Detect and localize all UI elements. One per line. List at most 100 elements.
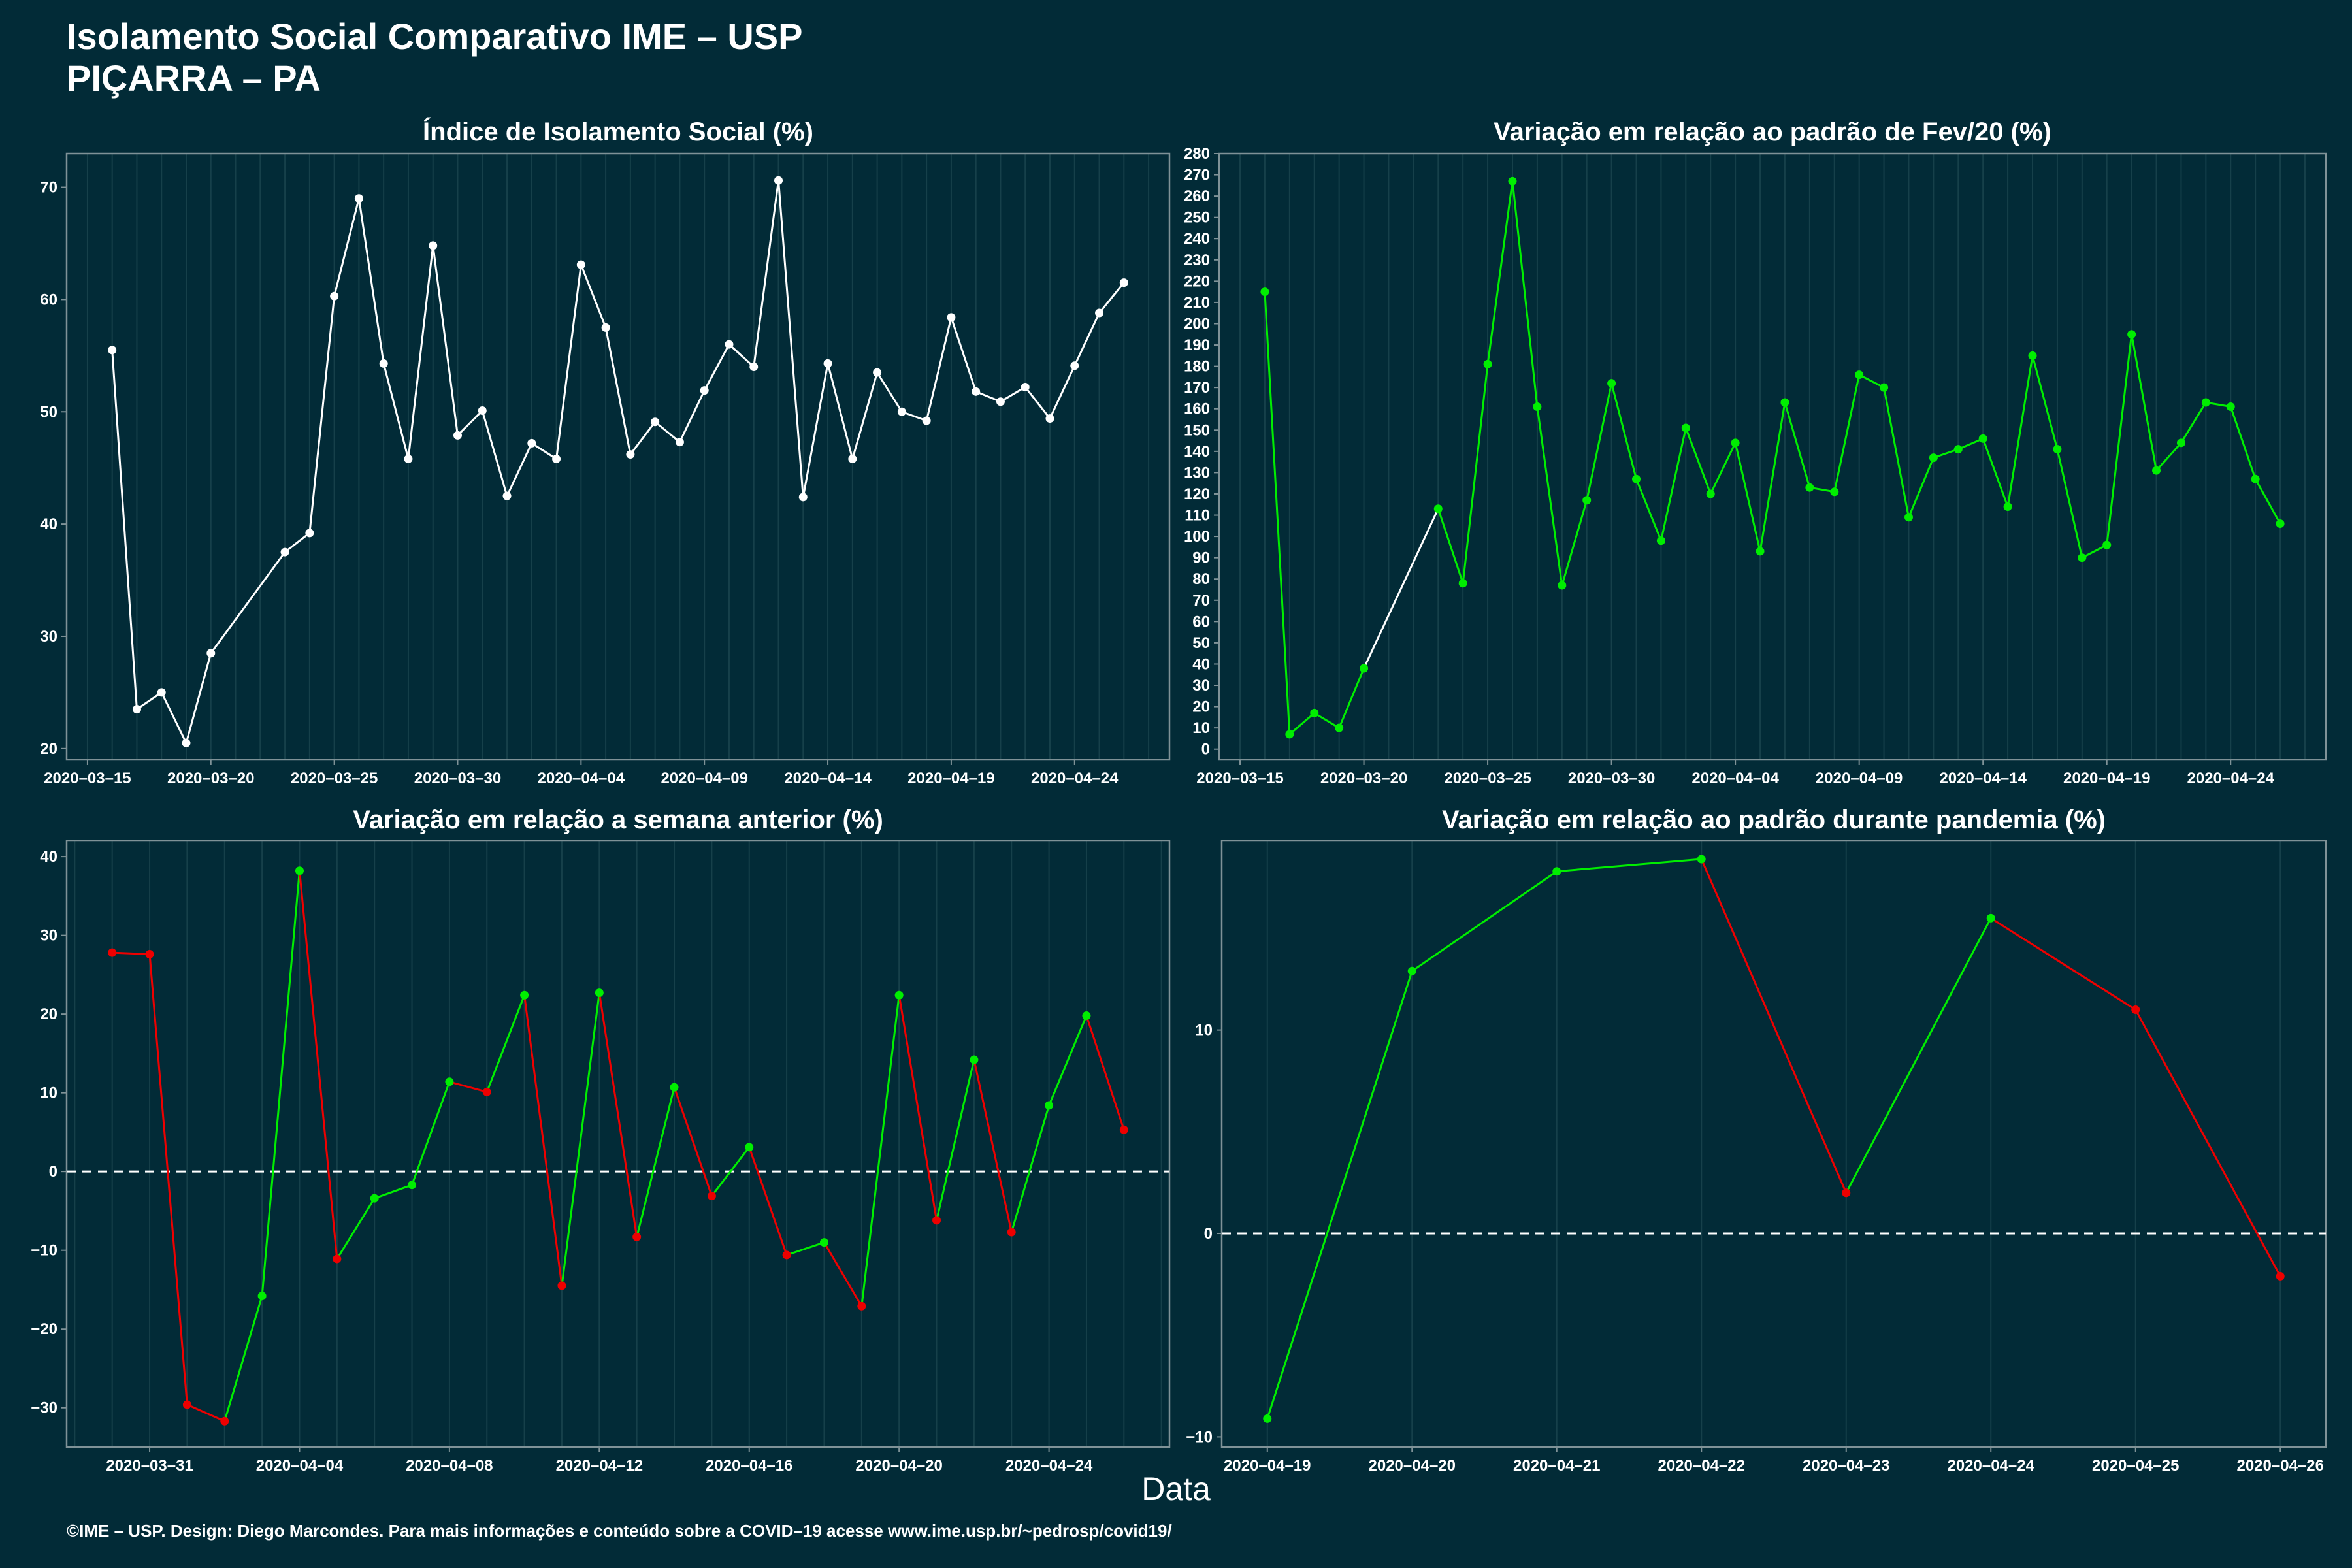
series-segment	[523, 995, 563, 1286]
series-segment	[1556, 858, 1702, 873]
y-tick-label: 40	[40, 515, 57, 533]
data-point	[2102, 540, 2112, 549]
series-segment	[580, 264, 607, 328]
data-point	[1335, 723, 1344, 732]
series-segment	[1000, 386, 1026, 403]
data-point	[749, 363, 759, 372]
data-point	[305, 529, 314, 538]
x-tick-label: 2020–04–24	[1031, 770, 1119, 787]
plot-frame	[1220, 840, 2327, 1448]
y-tick-label: 50	[40, 403, 57, 421]
x-tick-label: 2020–04–21	[1513, 1457, 1600, 1475]
series-segment	[1338, 668, 1365, 728]
series-segment	[1990, 917, 2136, 1011]
data-point	[1007, 1228, 1016, 1237]
series-segment	[1264, 291, 1291, 735]
x-tick-label: 2020–04–19	[907, 770, 994, 787]
y-tick-label: 150	[1184, 421, 1210, 439]
data-point	[1953, 445, 1963, 454]
series-segment	[860, 995, 900, 1307]
data-point	[1830, 487, 1839, 497]
series-segment	[2229, 406, 2257, 480]
series-segment	[111, 350, 138, 710]
data-point	[1360, 664, 1369, 673]
series-segment	[1363, 508, 1439, 669]
data-point	[996, 397, 1005, 406]
y-tick-label: 270	[1184, 167, 1210, 184]
series-segment	[2056, 449, 2083, 559]
series-segment	[786, 1241, 825, 1256]
x-tick-label: 2020–04–24	[2187, 770, 2275, 787]
series-segment	[1610, 383, 1637, 480]
y-tick-label: 0	[1201, 741, 1210, 759]
series-segment	[636, 1086, 676, 1237]
series-segment	[1024, 386, 1051, 419]
y-tick-label: 10	[1195, 1022, 1213, 1039]
x-tick-label: 2020–04–09	[1816, 770, 1903, 787]
series-segment	[2106, 334, 2133, 546]
x-tick-label: 2020–04–12	[556, 1457, 643, 1475]
series-segment	[748, 1147, 788, 1256]
data-point	[220, 1416, 229, 1426]
series-segment	[1266, 970, 1413, 1419]
data-point	[2131, 1005, 2140, 1014]
x-tick-label: 2020–04–04	[256, 1457, 344, 1475]
series-segment	[703, 344, 730, 391]
series-segment	[506, 442, 533, 497]
series-segment	[1684, 427, 1712, 495]
data-point	[2276, 519, 2285, 529]
data-point	[947, 313, 956, 322]
data-point	[552, 454, 561, 463]
x-tick-label: 2020–04–04	[1691, 770, 1779, 787]
data-point	[1552, 867, 1561, 876]
data-point	[970, 1055, 979, 1064]
series-segment	[357, 198, 385, 364]
series-segment	[210, 551, 286, 654]
y-tick-label: 50	[1192, 634, 1210, 652]
panel-3-title: Variação em relação a semana anterior (%…	[353, 806, 883, 834]
series-segment	[629, 421, 656, 455]
data-point	[408, 1181, 417, 1190]
y-tick-label: 220	[1184, 272, 1210, 290]
series-segment	[284, 532, 310, 553]
y-tick-label: 260	[1184, 188, 1210, 205]
series-segment	[1437, 508, 1464, 584]
series-segment	[1486, 181, 1514, 365]
y-tick-label: 80	[1192, 570, 1210, 588]
series-segment	[2134, 1009, 2281, 1277]
data-point	[601, 323, 610, 332]
x-tick-label: 2020–04–16	[706, 1457, 792, 1475]
panel-2-title: Variação em relação ao padrão de Fev/20 …	[1494, 118, 2051, 146]
x-tick-label: 2020–03–25	[291, 770, 378, 787]
y-tick-label: 110	[1184, 507, 1210, 525]
panel-4: Variação em relação ao padrão durante pa…	[1186, 806, 2327, 1475]
series-segment	[2180, 402, 2207, 444]
y-tick-label: −30	[31, 1399, 57, 1417]
data-point	[1045, 414, 1054, 423]
data-point	[1119, 1125, 1128, 1134]
series-segment	[411, 1081, 451, 1186]
data-point	[700, 386, 709, 395]
data-point	[2152, 466, 2161, 475]
data-point	[2003, 502, 2012, 512]
x-tick-label: 2020–04–20	[1369, 1457, 1456, 1475]
data-point	[1533, 402, 1542, 411]
series-segment	[186, 1403, 225, 1422]
x-tick-label: 2020–04–24	[1005, 1457, 1093, 1475]
data-point	[1855, 370, 1864, 380]
data-point	[1978, 434, 1987, 443]
data-point	[379, 359, 388, 368]
y-tick-label: 90	[1192, 549, 1210, 567]
x-tick-label: 2020–04–23	[1803, 1457, 1889, 1475]
series-segment	[1982, 438, 2009, 508]
x-tick-label: 2020–03–31	[106, 1457, 193, 1475]
data-point	[1260, 287, 1269, 297]
data-point	[894, 990, 904, 1000]
data-point	[354, 194, 363, 203]
series-segment	[753, 180, 780, 367]
series-segment	[112, 951, 150, 956]
data-point	[819, 1238, 828, 1247]
data-point	[527, 438, 536, 448]
series-segment	[1511, 181, 1539, 407]
data-point	[1021, 382, 1030, 391]
